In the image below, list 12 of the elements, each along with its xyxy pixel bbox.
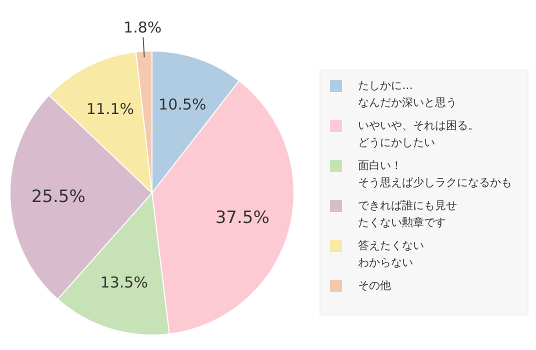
data-label: 25.5% [31,186,86,207]
legend-label: できれば誰にも見せたくない勲章です [358,199,457,229]
data-label: 13.5% [100,273,148,292]
legend-label: 答えたくないわからない [358,239,424,269]
legend-label: その他 [358,279,391,292]
data-label: 37.5% [215,208,270,228]
data-label: 1.8% [124,18,162,36]
legend-label: 面白い！そう思えば少しラクになるかも [358,159,512,189]
legend-label: たしかに…なんだか深いと思う [358,79,457,109]
data-label: 11.1% [86,100,134,118]
data-label: 10.5% [158,95,206,114]
legend-label: いやいや、それは困る。どうにかしたい [358,119,479,149]
